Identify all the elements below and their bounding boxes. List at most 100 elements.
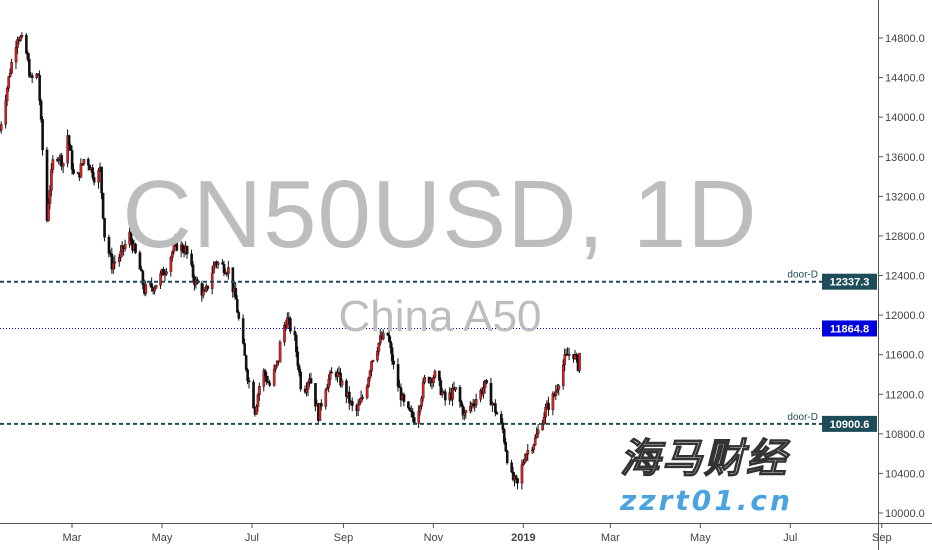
candle-down <box>246 369 249 381</box>
time-axis[interactable]: Mar May Jul Sep Nov 2019 Mar May Jul Sep <box>63 523 892 544</box>
candle-up <box>469 406 472 411</box>
candle-up <box>51 159 55 170</box>
time-tick-label: Mar <box>63 532 82 544</box>
candle-up <box>482 387 485 394</box>
last-price-value: 11864.8 <box>830 323 869 335</box>
candle-down <box>309 378 313 384</box>
candle-down <box>41 119 44 151</box>
candle-up <box>50 169 53 191</box>
candle-up <box>328 371 332 380</box>
candle-down <box>438 370 441 381</box>
level-price-badge <box>822 415 877 432</box>
door-level-label: door-D <box>787 412 818 423</box>
candle-down <box>235 299 239 313</box>
candle-up <box>305 389 308 393</box>
candle-up <box>371 359 375 362</box>
candle-down <box>244 355 248 370</box>
candle-up <box>556 389 559 392</box>
candle-up <box>578 352 581 371</box>
candle-up <box>523 459 527 463</box>
candle-up <box>306 382 310 390</box>
candle-down <box>330 371 334 374</box>
candle-down <box>28 59 31 77</box>
candle-down <box>134 243 137 253</box>
candle-up <box>159 273 162 286</box>
candle-down <box>150 283 154 288</box>
candle-down <box>191 264 195 278</box>
price-tick-label: 10000.0 <box>885 508 925 520</box>
price-axis[interactable]: 10000.0 10400.0 10800.0 11200.0 11600.0 12000… <box>878 33 925 520</box>
candle-down <box>38 75 41 101</box>
candle-down <box>408 407 412 411</box>
candle-up <box>340 380 344 386</box>
candle-up <box>82 159 86 164</box>
candle-down <box>243 343 246 356</box>
candle-down <box>289 318 292 332</box>
candle-up <box>325 387 329 391</box>
candle-up <box>79 163 83 178</box>
candle-up <box>153 288 157 292</box>
candle-up <box>423 377 426 383</box>
price-tick-label: 12400.0 <box>885 271 925 283</box>
candle-down <box>510 462 513 473</box>
time-tick-label: Sep <box>872 532 892 544</box>
candle-down <box>129 231 133 241</box>
candle-down <box>299 371 303 390</box>
price-tick-label: 14800.0 <box>885 33 925 45</box>
candle-up <box>20 35 24 38</box>
candle-up <box>48 190 52 204</box>
price-tick-label: 10400.0 <box>885 468 925 480</box>
candle-up <box>541 423 544 430</box>
candle-down <box>297 365 301 373</box>
candle-up <box>526 450 530 455</box>
candle-up <box>97 170 100 183</box>
candle-down <box>351 401 354 406</box>
price-tick-label: 10800.0 <box>885 429 925 441</box>
candle-up <box>377 342 381 352</box>
candle-down <box>407 401 410 409</box>
candle-down <box>247 380 251 383</box>
candle-up <box>451 387 454 400</box>
price-tick-label: 11600.0 <box>885 350 924 362</box>
price-tick-label: 13200.0 <box>885 191 925 203</box>
last-price-badge <box>822 320 877 337</box>
candle-down <box>100 166 103 194</box>
candle-up <box>421 382 425 399</box>
candle-down <box>443 391 447 401</box>
candle-down <box>175 239 179 251</box>
candle-down <box>390 347 394 362</box>
candle-up <box>532 444 536 451</box>
candle-up <box>19 36 22 41</box>
candle-up <box>533 437 537 446</box>
logo-chinese: 海马财经 <box>619 435 788 482</box>
candle-down <box>502 429 506 443</box>
time-tick-label: May <box>152 532 173 544</box>
candle-up <box>420 397 423 407</box>
candle-up <box>324 389 328 407</box>
time-tick-label: May <box>690 532 711 544</box>
candle-down <box>389 341 393 348</box>
candle-up <box>544 407 547 418</box>
candle-down <box>72 169 75 174</box>
candle-up <box>535 433 539 439</box>
candle-down <box>485 380 488 384</box>
candle-down <box>295 334 298 353</box>
candle-down <box>30 75 34 78</box>
candle-up <box>278 341 282 363</box>
candle-up <box>525 454 528 460</box>
candle-down <box>504 441 508 452</box>
candle-up <box>61 163 65 167</box>
time-tick-label: Mar <box>601 532 620 544</box>
candle-up <box>144 284 148 294</box>
candle-down <box>70 150 74 170</box>
price-tick-label: 11200.0 <box>885 389 924 401</box>
candle-down <box>231 267 235 293</box>
candle-down <box>500 413 503 423</box>
door-level-label: door-D <box>787 270 818 281</box>
candle-down <box>190 253 193 265</box>
candle-up <box>216 262 220 265</box>
candle-up <box>113 261 117 264</box>
candle-down <box>293 330 297 336</box>
candle-down <box>87 159 90 166</box>
